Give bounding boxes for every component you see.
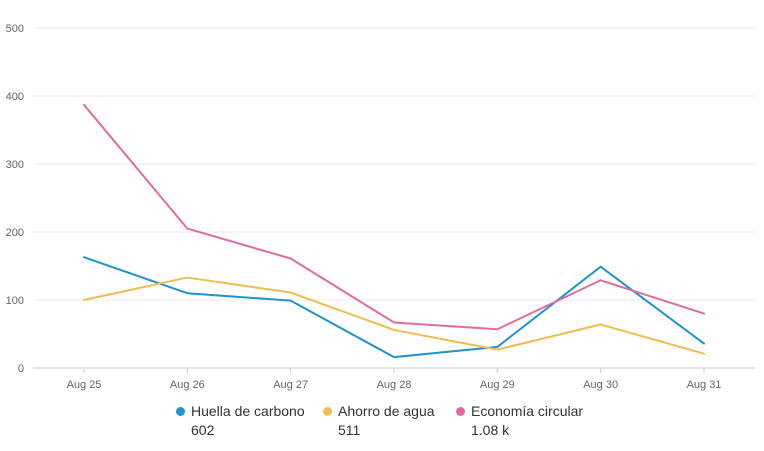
legend-total-economia-circular: 1.08 k	[471, 422, 510, 438]
y-axis: 0 100 200 300 400 500	[6, 23, 24, 375]
legend-item-ahorro-de-agua[interactable]: Ahorro de agua 511	[323, 402, 435, 440]
gridlines	[33, 27, 755, 301]
legend-marker-ahorro-de-agua	[323, 407, 332, 416]
y-tick-label-0: 0	[18, 363, 24, 375]
y-tick-label-200: 200	[6, 227, 24, 239]
series-line-ahorro-de-agua[interactable]	[83, 276, 705, 355]
legend: Huella de carbono 602 Ahorro de agua 511…	[0, 402, 764, 446]
legend-label-ahorro-de-agua: Ahorro de agua	[338, 403, 435, 419]
y-tick-label-300: 300	[6, 159, 24, 171]
series-line-huella-de-carbono[interactable]	[83, 256, 705, 359]
x-tick-label-3: Aug 28	[377, 379, 412, 391]
legend-item-huella-de-carbono[interactable]: Huella de carbono 602	[176, 402, 305, 440]
legend-marker-economia-circular	[456, 407, 465, 416]
x-tick-label-6: Aug 31	[687, 379, 722, 391]
x-axis: Aug 25 Aug 26 Aug 27 Aug 28 Aug 29 Aug 30 Aug …	[33, 367, 755, 391]
legend-label-economia-circular: Economía circular	[471, 403, 584, 419]
x-tick-label-0: Aug 25	[67, 379, 102, 391]
x-tick-label-5: Aug 30	[583, 379, 618, 391]
legend-item-economia-circular[interactable]: Economía circular 1.08 k	[456, 402, 583, 440]
series-line-economia-circular[interactable]	[83, 103, 705, 331]
legend-total-ahorro-de-agua: 511	[338, 422, 361, 438]
legend-label-huella-de-carbono: Huella de carbono	[191, 403, 305, 419]
x-tick-label-1: Aug 26	[170, 379, 205, 391]
x-tick-label-4: Aug 29	[480, 379, 515, 391]
x-tick-label-2: Aug 27	[273, 379, 308, 391]
y-tick-label-500: 500	[6, 23, 24, 35]
y-tick-label-100: 100	[6, 295, 24, 307]
series-lines	[83, 103, 705, 359]
legend-marker-huella-de-carbono	[176, 407, 185, 416]
legend-total-huella-de-carbono: 602	[191, 422, 215, 438]
y-tick-label-400: 400	[6, 91, 24, 103]
